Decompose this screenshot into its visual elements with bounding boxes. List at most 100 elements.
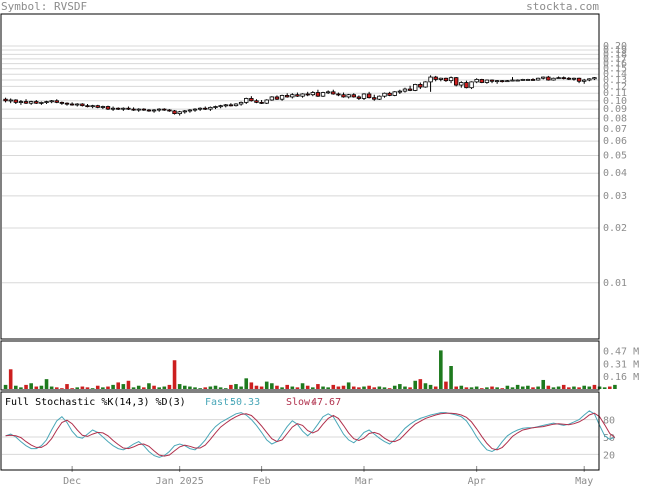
price-tick-label: 0.18 xyxy=(603,49,627,60)
candle-body xyxy=(285,95,290,98)
volume-bar xyxy=(126,380,131,389)
candle-body xyxy=(213,106,218,108)
volume-bar xyxy=(249,382,254,389)
volume-bar xyxy=(111,384,115,389)
price-tick-label: 0.12 xyxy=(603,81,627,92)
slow-line xyxy=(5,412,616,457)
volume-bar xyxy=(331,384,336,389)
volume-bar xyxy=(377,386,382,389)
stochastic-lines xyxy=(5,410,616,458)
stochastic-tick-label: 80 xyxy=(603,416,615,427)
volume-bar xyxy=(515,384,520,389)
candle-body xyxy=(346,94,351,98)
candle-body xyxy=(505,80,510,83)
volume-bar xyxy=(198,388,202,389)
candle-body xyxy=(392,91,397,96)
volume-bar xyxy=(392,385,397,389)
volume-bar xyxy=(65,384,69,389)
candle-body xyxy=(515,79,520,82)
candle-body xyxy=(23,101,29,104)
volume-bar xyxy=(510,387,515,389)
volume-bar xyxy=(387,388,392,389)
volume-bar xyxy=(142,387,146,389)
volume-bar xyxy=(152,385,156,389)
date-label: Jan 2025 xyxy=(156,476,204,486)
volume-bar xyxy=(505,385,510,389)
stochastic-title: Full Stochastic %K(14,3) %D(3) xyxy=(5,397,186,408)
volume-bar xyxy=(382,387,387,389)
volume-bar xyxy=(546,385,551,389)
candle-body xyxy=(448,77,454,82)
volume-bar xyxy=(131,387,136,389)
date-axis-labels: Dec Jan 2025 Feb Mar Apr May xyxy=(63,476,593,486)
price-tick-label: 0.17 xyxy=(603,54,627,65)
candle-body xyxy=(131,108,136,111)
candle-body xyxy=(259,101,264,104)
candle-body xyxy=(39,101,44,104)
price-tick-label: 0.03 xyxy=(603,191,627,202)
candle-body xyxy=(556,77,561,80)
slow-label: Slow: xyxy=(286,397,316,408)
candle-body xyxy=(325,91,331,94)
fast-value: 50.33 xyxy=(230,397,260,408)
price-panel-frame xyxy=(0,13,600,340)
candle-body xyxy=(167,109,172,112)
volume-bar xyxy=(213,385,218,389)
candle-body xyxy=(13,99,18,103)
candle-body xyxy=(28,101,34,104)
volume-bar xyxy=(239,386,243,389)
candle-body xyxy=(116,107,121,110)
volume-bar xyxy=(413,380,418,389)
price-candles xyxy=(3,75,597,116)
candle-body xyxy=(500,80,505,83)
candle-body xyxy=(551,77,556,81)
candle-body xyxy=(576,77,582,82)
volume-bar xyxy=(321,386,325,389)
volume-bar xyxy=(305,385,310,389)
candle-body xyxy=(295,94,300,97)
date-label: Mar xyxy=(355,476,373,486)
candle-body xyxy=(269,96,275,101)
volume-bar xyxy=(582,385,586,389)
volume-bar xyxy=(19,387,23,389)
volume-bar xyxy=(254,385,259,389)
volume-bar xyxy=(39,385,44,389)
volume-bar xyxy=(485,387,489,389)
candle-body xyxy=(151,109,157,112)
volume-bar xyxy=(172,360,177,389)
candle-body xyxy=(587,78,592,81)
candle-body xyxy=(331,91,336,95)
candle-body xyxy=(433,76,438,80)
candle-body xyxy=(535,77,541,81)
volume-bar xyxy=(464,387,469,389)
candle-body xyxy=(141,108,147,111)
volume-tick-label: 0.47 M xyxy=(603,346,639,357)
candle-body xyxy=(264,99,269,104)
candle-body xyxy=(208,106,213,110)
volume-bar xyxy=(193,387,197,389)
volume-bar xyxy=(602,387,607,389)
candle-body xyxy=(300,93,305,97)
volume-bar xyxy=(316,384,320,389)
candle-body xyxy=(366,93,372,99)
candle-body xyxy=(90,105,95,108)
candle-body xyxy=(80,103,85,107)
candle-body xyxy=(54,100,59,103)
price-tick-label: 0.10 xyxy=(603,96,627,107)
volume-bar xyxy=(541,379,546,389)
volume-axis-ticks: 0.47 M 0.31 M0.16 M xyxy=(603,346,639,382)
candle-body xyxy=(438,77,444,80)
volume-bar xyxy=(95,385,100,389)
candle-body xyxy=(105,106,111,110)
date-label: Apr xyxy=(468,476,486,486)
volume-bar xyxy=(311,387,315,389)
volume-bar xyxy=(223,388,228,389)
price-tick-label: 0.05 xyxy=(603,151,627,162)
candle-body xyxy=(146,109,152,112)
candle-body xyxy=(407,88,413,91)
volume-bar xyxy=(34,386,39,389)
volume-bar xyxy=(203,387,208,389)
volume-bar xyxy=(326,387,330,389)
volume-bar xyxy=(157,387,161,389)
